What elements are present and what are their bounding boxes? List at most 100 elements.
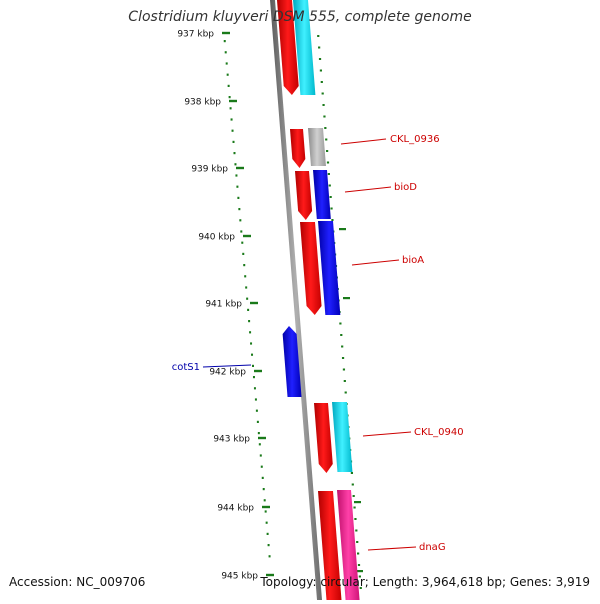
gene-label-biod[interactable]: bioD [394, 182, 417, 193]
ruler-dot [244, 275, 247, 278]
leader-line [340, 138, 387, 145]
gene-cds-arrow[interactable] [300, 222, 322, 315]
track-dot [327, 173, 330, 175]
track-dot [355, 529, 358, 532]
gene-track [277, 0, 360, 600]
ruler-dot [251, 364, 254, 367]
gene-cds-arrow[interactable] [293, 0, 316, 95]
accession-text: Accession: NC_009706 [9, 575, 146, 589]
track-dot [326, 161, 330, 164]
track-dot [325, 138, 328, 141]
track-tick [354, 501, 361, 504]
leader-line [344, 186, 392, 193]
track-tick [356, 570, 363, 573]
gene-bioa-arrow[interactable] [318, 221, 341, 315]
ruler-dot [254, 398, 257, 401]
track-dot [351, 483, 354, 486]
ruler-dot [223, 40, 226, 43]
ruler-dot [238, 208, 241, 211]
ruler-dot [265, 521, 268, 524]
track-dot [321, 92, 324, 95]
gene-label-ckl_0936[interactable]: CKL_0936 [390, 134, 440, 145]
gene-ckl_0940-arrow[interactable] [332, 402, 353, 472]
ruler-tick [229, 99, 237, 103]
ruler: 937 kbp 938 kbp 939 kbp 940 kbp 941 kbp 942 k… [177, 30, 363, 589]
ruler-dot [257, 432, 260, 435]
ruler-dot [252, 376, 255, 379]
track-dot [323, 115, 326, 118]
track-dot [354, 518, 357, 520]
track-dot [319, 69, 323, 72]
backbone [270, 0, 322, 600]
track-dot [341, 345, 344, 348]
track-dot [339, 322, 342, 325]
ruler-tick [243, 234, 251, 238]
track-dot [318, 46, 321, 49]
gene-ckl_0936-arrow[interactable] [308, 128, 326, 166]
ruler-dot [232, 140, 235, 143]
track-dot [357, 564, 361, 566]
track-dot [342, 368, 346, 371]
ruler-tick [266, 573, 274, 577]
gene-biod-arrow[interactable] [313, 170, 331, 219]
gene-cds-arrow[interactable] [290, 129, 306, 168]
track-tick [343, 297, 350, 300]
track-dot [324, 127, 327, 129]
map-title: Clostridium kluyveri DSM 555, complete g… [128, 9, 472, 25]
gene-cds-arrow[interactable] [277, 0, 299, 95]
ruler-dot [236, 185, 239, 188]
ruler-dot [256, 420, 259, 423]
gene-cds-arrow[interactable] [318, 491, 342, 600]
leader-line [362, 431, 412, 437]
ruler-tick [254, 369, 262, 373]
gene-cds-arrow[interactable] [295, 171, 313, 220]
ruler-dot [243, 264, 246, 267]
ruler-dot [224, 51, 227, 54]
ruler-dot [245, 286, 248, 289]
track-dot [341, 357, 345, 359]
track-dot [358, 575, 361, 578]
track-dot [317, 35, 320, 37]
gene-labels: CKL_0936 bioD bioA cotS1 CKL_0940 dnaG [172, 134, 464, 553]
gene-label-bioa[interactable]: bioA [402, 255, 424, 266]
ruler-dot [246, 297, 249, 300]
ruler-tick-label: 941 kbp [205, 300, 242, 310]
ruler-dot [248, 320, 251, 323]
ruler-tick-label: 943 kbp [213, 435, 250, 445]
ruler-tick [222, 31, 230, 35]
ruler-tick-label: 940 kbp [198, 233, 235, 243]
track-dot [328, 184, 331, 187]
leader-line [202, 364, 252, 368]
gene-label-cots1[interactable]: cotS1 [172, 362, 200, 373]
gene-label-ckl_0940[interactable]: CKL_0940 [414, 427, 464, 438]
ruler-dot [230, 118, 233, 121]
ruler-tick-label: 945 kbp [221, 572, 258, 582]
track-dot [322, 104, 325, 106]
ruler-dot [225, 62, 228, 65]
ruler-dot [226, 73, 229, 76]
ruler-dot [234, 163, 237, 166]
track-dot [318, 58, 322, 60]
gene-cds-arrow[interactable] [314, 403, 333, 473]
ruler-dot [253, 387, 256, 390]
track-dot [330, 207, 333, 210]
ruler-dot [262, 488, 265, 491]
backbone-bar [270, 0, 322, 600]
ruler-dot [231, 129, 234, 132]
ruler-dot [266, 532, 269, 535]
ruler-tick-label: 942 kbp [209, 368, 246, 378]
ruler-dot [268, 555, 271, 558]
gene-cots1-arrow[interactable] [282, 326, 302, 397]
ruler-dot [237, 196, 240, 199]
gene-dnag-arrow[interactable] [337, 490, 360, 600]
track-dot [356, 541, 359, 543]
gene-label-dnag[interactable]: dnaG [419, 542, 446, 553]
ruler-dot [260, 465, 263, 468]
ruler-dot [229, 107, 232, 110]
ruler-tick [250, 301, 258, 305]
ruler-dot [259, 454, 262, 457]
ruler-dot [233, 152, 236, 155]
ruler-dot [242, 252, 245, 255]
ruler-tick-label: 938 kbp [184, 98, 221, 108]
